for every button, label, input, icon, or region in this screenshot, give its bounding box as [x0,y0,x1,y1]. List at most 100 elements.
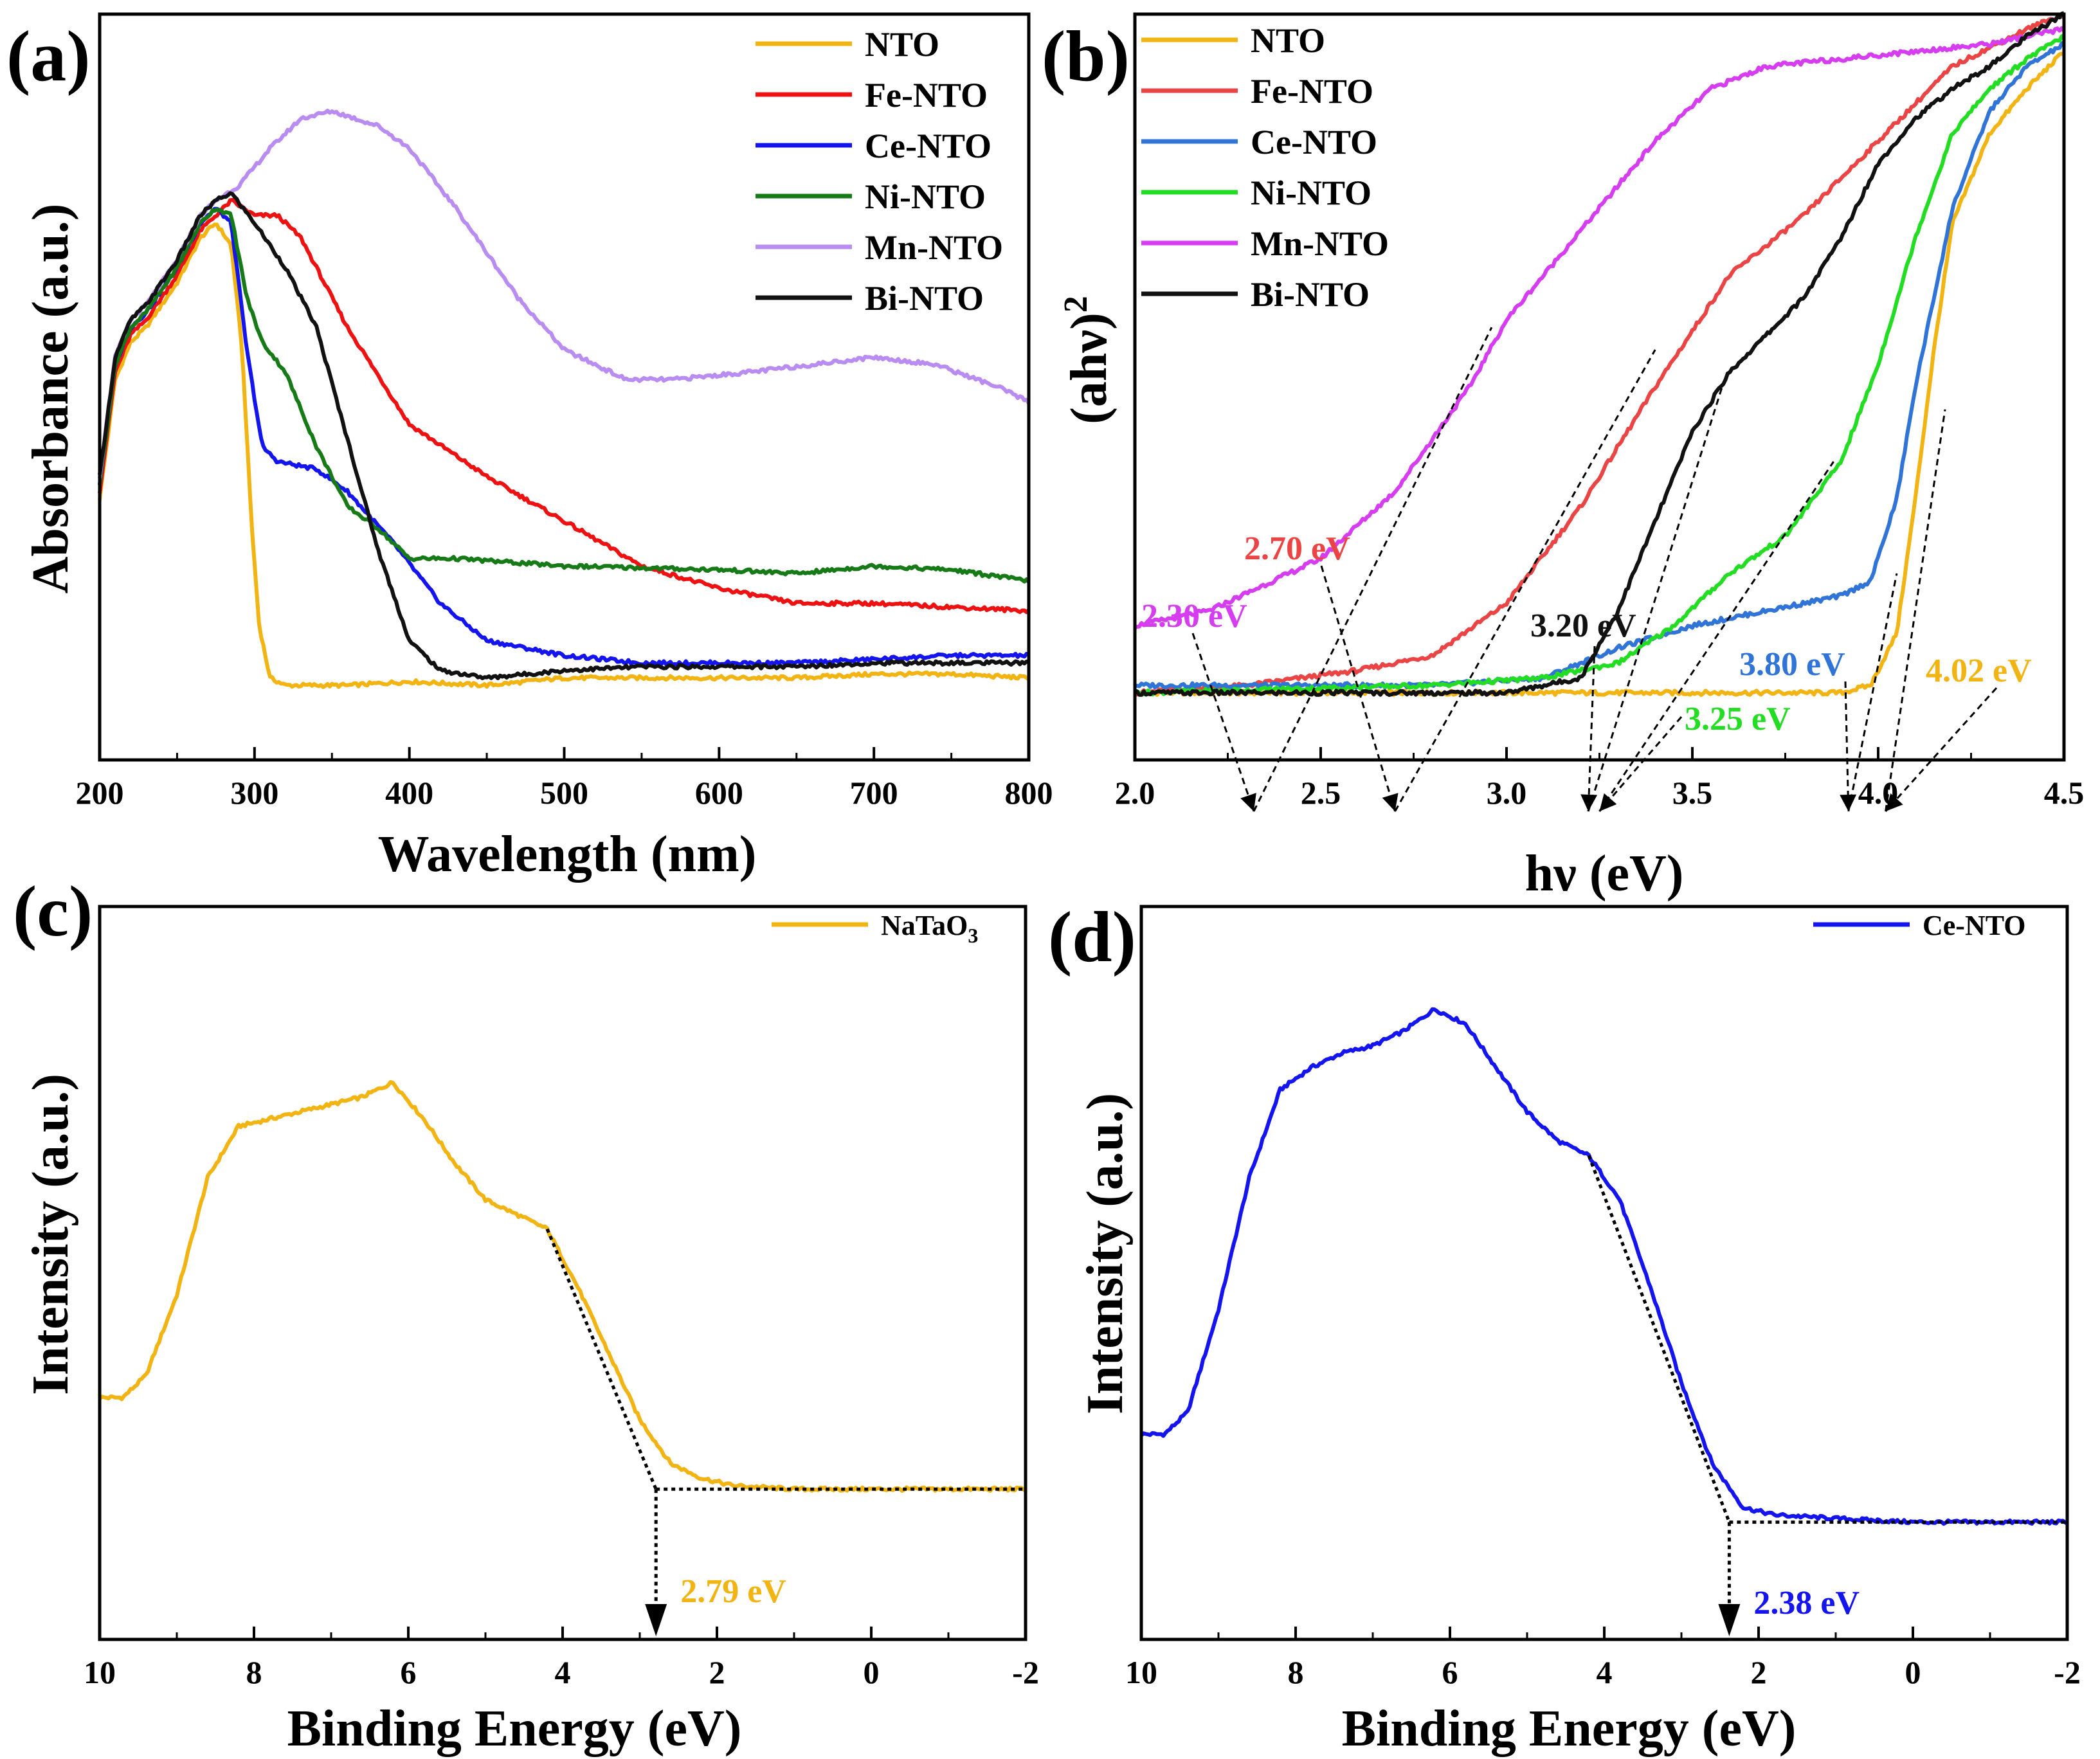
legend-label-subscript: 3 [968,924,978,947]
x-tick-label: 6 [1442,1654,1458,1690]
x-tick-label: 0 [864,1654,880,1690]
panel-label-a: (a) [6,17,91,96]
annotation-vb: 2.38 eV [1753,1585,1860,1621]
arrow-head [1718,1604,1741,1636]
xlabel-b: hν (eV) [1525,845,1684,902]
x-tick-label: 4 [1597,1654,1613,1690]
x-tick-label: 2 [709,1654,725,1690]
ylabel-a: Absorbance (a.u.) [23,204,79,594]
x-tick-label: -2 [2054,1654,2081,1690]
series-line-ni-nto [1133,34,2065,697]
x-tick-label: 8 [246,1654,262,1690]
legend-label: NaTaO3 [881,910,978,947]
arrow-line-mn-nto [1191,633,1255,812]
xlabel-d: Binding Energy (eV) [1342,1700,1797,1757]
legend-label-ce-nto: Ce-NTO [1251,123,1377,161]
ylabel-b-sup: 2 [1058,296,1094,312]
tangent-line-ce-nto [1847,573,1898,812]
x-tick-label: 4 [555,1654,571,1690]
x-tick-label: 600 [695,775,743,811]
xlabel-a: Wavelength (nm) [378,826,757,883]
annotation-bi-nto: 3.20 eV [1530,608,1636,644]
arrow-line-fe-nto [1320,565,1397,812]
arrow-head-bi-nto [1580,794,1598,811]
x-tick-label: 0 [1905,1654,1921,1690]
series-line-natao3 [98,1080,1027,1493]
x-tick-label: 6 [401,1654,417,1690]
series-line-fe-nto [1134,12,2066,697]
series-line-bi-nto [1134,11,2065,697]
tangent-line-ni-nto [1598,461,1834,812]
x-tick-label: 3.5 [1672,775,1713,811]
xlabel-c: Binding Energy (eV) [287,1700,742,1757]
legend-b: NTO Fe-NTO Ce-NTO Ni-NTO Mn-NTO Bi-NTO [1141,21,1389,314]
x-tick-label: 200 [76,775,124,811]
tangent-line [545,1228,658,1490]
legend-label-nto: NTO [1251,21,1325,60]
x-tick-label: -2 [1012,1654,1039,1690]
arrow-head-ce-nto [1840,794,1857,811]
legend-label-mn-nto: Mn-NTO [1251,224,1389,263]
legend-label-fe-nto: Fe-NTO [1251,72,1373,111]
plot-frame [1139,905,2069,1641]
panel-label-c: (c) [13,872,93,952]
series-line-bi-nto [98,191,1029,681]
ylabel-b-text: (ahν) [1061,312,1118,424]
series-line-fe-nto [98,197,1031,615]
legend-label-ce-nto: Ce-NTO [865,127,991,165]
series-line-ce-nto [1139,1007,2068,1526]
plot-frame [98,905,1027,1641]
panel-d: (d) Intensity (a.u.) Binding Energy (eV)… [1048,898,2081,1757]
ylabel-d: Intensity (a.u.) [1077,1093,1134,1414]
legend-label-text: Ce-NTO [1923,910,2026,941]
x-tick-label: 8 [1288,1654,1304,1690]
legend-d: Ce-NTO [1813,910,2026,941]
legend-label-fe-nto: Fe-NTO [865,76,988,114]
tangent-line-fe-nto [1394,349,1656,812]
ylabel-b: (ahν)2 [1058,296,1118,424]
legend-label-ni-nto: Ni-NTO [865,177,986,216]
arrow-head [645,1604,667,1636]
x-tick-label: 2.0 [1115,775,1155,811]
arrow-head-nto [1885,793,1903,811]
x-tick-label: 800 [1005,775,1053,811]
tangent-line-nto [1885,409,1946,812]
tangent-line-mn-nto [1253,327,1493,812]
plot-frame [98,12,1031,762]
legend-label-bi-nto: Bi-NTO [865,279,984,318]
annotation-ce-nto: 3.80 eV [1739,646,1845,683]
x-tick-label: 500 [540,775,588,811]
tangent-line [1587,1155,1731,1523]
x-tick-label: 10 [84,1654,116,1690]
annotation-nto: 4.02 eV [1926,653,2032,689]
legend-label: Ce-NTO [1923,910,2026,941]
x-tick-label: 300 [230,775,278,811]
annotation-mn-nto: 2.30 eV [1141,598,1247,635]
x-tick-label: 2.5 [1301,775,1341,811]
legend-a: NTO Fe-NTO Ce-NTO Ni-NTO Mn-NTO Bi-NTO [756,25,1003,318]
legend-c: NaTaO3 [772,910,978,947]
x-tick-label: 2 [1751,1654,1767,1690]
arrow-line-nto [1885,687,1998,813]
panel-a: (a) Absorbance (a.u.) Wavelength (nm) 20… [6,12,1053,883]
arrow-line-bi-nto [1587,645,1596,812]
x-tick-label: 10 [1125,1654,1157,1690]
x-tick-label: 400 [385,775,433,811]
annotation-fe-nto: 2.70 eV [1244,530,1350,567]
arrow-line-ce-nto [1844,681,1850,812]
annotation-vb: 2.79 eV [680,1573,786,1610]
x-tick-label: 700 [850,775,898,811]
arrow-head-ni-nto [1599,793,1617,811]
annotation-ni-nto: 3.25 eV [1685,701,1791,737]
panel-label-b: (b) [1042,17,1130,96]
series-line-ce-nto [98,206,1029,667]
arrow-head-mn-nto [1240,793,1256,811]
legend-label-nto: NTO [865,25,939,64]
arrow-head-fe-nto [1382,793,1398,811]
panel-label-d: (d) [1048,898,1136,977]
panel-c: (c) Intensity (a.u.) Binding Energy (eV)… [13,872,1039,1757]
series-line-mn-nto [1134,26,2066,630]
legend-label-ni-nto: Ni-NTO [1251,174,1371,212]
series-line-ni-nto [98,207,1031,584]
legend-label-text: NaTaO [881,910,968,941]
